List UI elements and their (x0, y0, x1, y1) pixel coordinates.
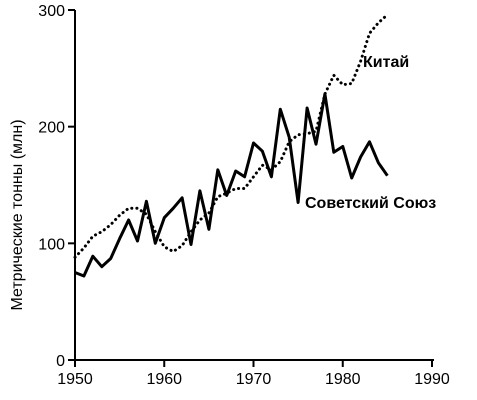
y-tick-label: 300 (38, 3, 65, 20)
series-label-china: Китай (363, 54, 409, 71)
x-tick-label: 1960 (146, 371, 182, 388)
y-tick-label: 100 (38, 236, 65, 253)
y-axis-title: Метрические тонны (млн) (9, 119, 26, 310)
x-tick-label: 1950 (57, 371, 93, 388)
y-tick-label: 200 (38, 120, 65, 137)
ticks: 1950 1960 1970 1980 1990 0 100 200 300 (38, 3, 450, 388)
x-tick-label: 1970 (236, 371, 272, 388)
series-line-ussr (74, 92, 389, 278)
y-tick-label: 0 (56, 353, 65, 370)
series-layer (73, 13, 389, 278)
x-tick-label: 1980 (325, 371, 361, 388)
series-line-china (73, 13, 389, 259)
x-tick-label: 1990 (414, 371, 450, 388)
series-label-ussr: Советский Союз (305, 195, 436, 212)
